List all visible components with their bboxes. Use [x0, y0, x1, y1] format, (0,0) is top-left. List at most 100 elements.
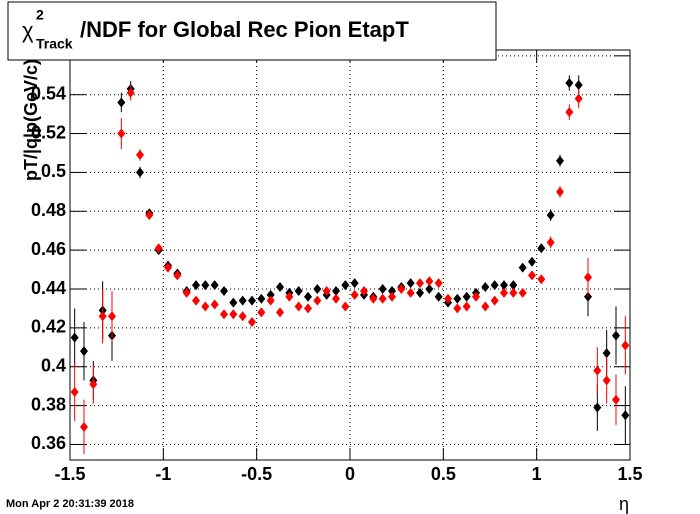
- marker: [350, 289, 359, 300]
- marker: [518, 262, 527, 273]
- marker: [546, 237, 555, 248]
- marker: [406, 278, 415, 289]
- marker: [462, 291, 471, 302]
- marker: [518, 287, 527, 298]
- marker: [70, 386, 79, 397]
- y-tick-label: 0.48: [31, 200, 66, 220]
- marker: [276, 282, 284, 293]
- marker: [593, 365, 602, 376]
- marker: [266, 295, 275, 306]
- marker: [304, 291, 312, 302]
- marker: [481, 301, 490, 312]
- marker: [490, 295, 499, 306]
- marker: [565, 78, 574, 89]
- marker: [313, 295, 322, 306]
- marker: [444, 293, 452, 304]
- marker: [593, 402, 602, 413]
- marker: [584, 272, 592, 283]
- y-tick-label: 0.54: [31, 83, 66, 103]
- marker: [406, 287, 415, 298]
- marker: [80, 346, 88, 357]
- marker: [528, 256, 536, 267]
- marker: [481, 282, 490, 293]
- timestamp: Mon Apr 2 20:31:39 2018: [6, 498, 134, 510]
- marker: [574, 93, 583, 104]
- marker: [612, 394, 620, 405]
- y-tick-label: 0.44: [31, 278, 66, 298]
- marker: [350, 278, 359, 289]
- marker: [602, 348, 611, 359]
- y-tick-label: 0.52: [31, 122, 66, 142]
- title-symbol: χ: [22, 18, 34, 43]
- marker: [332, 285, 340, 296]
- y-tick-label: 0.4: [41, 355, 66, 375]
- marker: [182, 287, 191, 298]
- marker: [425, 284, 434, 295]
- marker: [285, 291, 294, 302]
- y-tick-label: 0.42: [31, 317, 66, 337]
- marker: [509, 280, 518, 291]
- marker: [136, 149, 144, 160]
- marker: [164, 262, 172, 273]
- marker: [425, 276, 434, 287]
- marker: [229, 309, 238, 320]
- marker: [500, 280, 508, 291]
- marker: [378, 293, 387, 304]
- marker: [332, 293, 340, 304]
- y-tick-label: 0.46: [31, 239, 66, 259]
- marker: [126, 87, 135, 98]
- marker: [397, 284, 406, 295]
- marker: [313, 284, 322, 295]
- marker: [154, 243, 163, 254]
- marker: [322, 285, 331, 296]
- title-box: [7, 1, 497, 61]
- marker: [434, 278, 443, 289]
- marker: [70, 332, 79, 343]
- title-sub: Track: [36, 36, 73, 52]
- marker: [537, 274, 546, 285]
- marker: [574, 79, 583, 90]
- y-tick-label: 0.5: [41, 161, 66, 181]
- marker: [434, 291, 443, 302]
- marker: [556, 155, 564, 166]
- title-sup: 2: [36, 7, 44, 23]
- marker: [294, 301, 303, 312]
- x-tick-label: 1: [532, 464, 542, 484]
- marker: [509, 287, 518, 298]
- marker: [117, 97, 126, 108]
- marker: [238, 295, 247, 306]
- x-tick-label: 1.5: [617, 464, 642, 484]
- x-tick-label: 0: [345, 464, 355, 484]
- marker: [192, 295, 200, 306]
- marker: [80, 421, 88, 432]
- marker: [556, 186, 564, 197]
- marker: [453, 293, 462, 304]
- marker: [229, 297, 238, 308]
- marker: [388, 285, 396, 296]
- marker: [220, 309, 228, 320]
- marker: [472, 291, 480, 302]
- x-tick-label: 0.5: [431, 464, 456, 484]
- y-axis-label: pT/|q|p(GeV/c): [21, 59, 41, 181]
- marker: [304, 303, 312, 314]
- marker: [462, 301, 471, 312]
- x-tick-label: -1: [155, 464, 171, 484]
- marker: [201, 301, 210, 312]
- marker: [89, 379, 98, 390]
- marker: [602, 375, 611, 386]
- marker: [546, 210, 555, 221]
- marker: [341, 280, 350, 291]
- marker: [257, 307, 266, 318]
- marker: [210, 280, 219, 291]
- marker: [612, 330, 620, 341]
- marker: [369, 293, 378, 304]
- marker: [360, 285, 368, 296]
- marker: [192, 280, 200, 291]
- x-tick-label: -0.5: [241, 464, 272, 484]
- marker: [98, 311, 107, 322]
- marker: [238, 311, 247, 322]
- marker: [210, 299, 219, 310]
- marker: [294, 285, 303, 296]
- y-tick-label: 0.36: [31, 433, 66, 453]
